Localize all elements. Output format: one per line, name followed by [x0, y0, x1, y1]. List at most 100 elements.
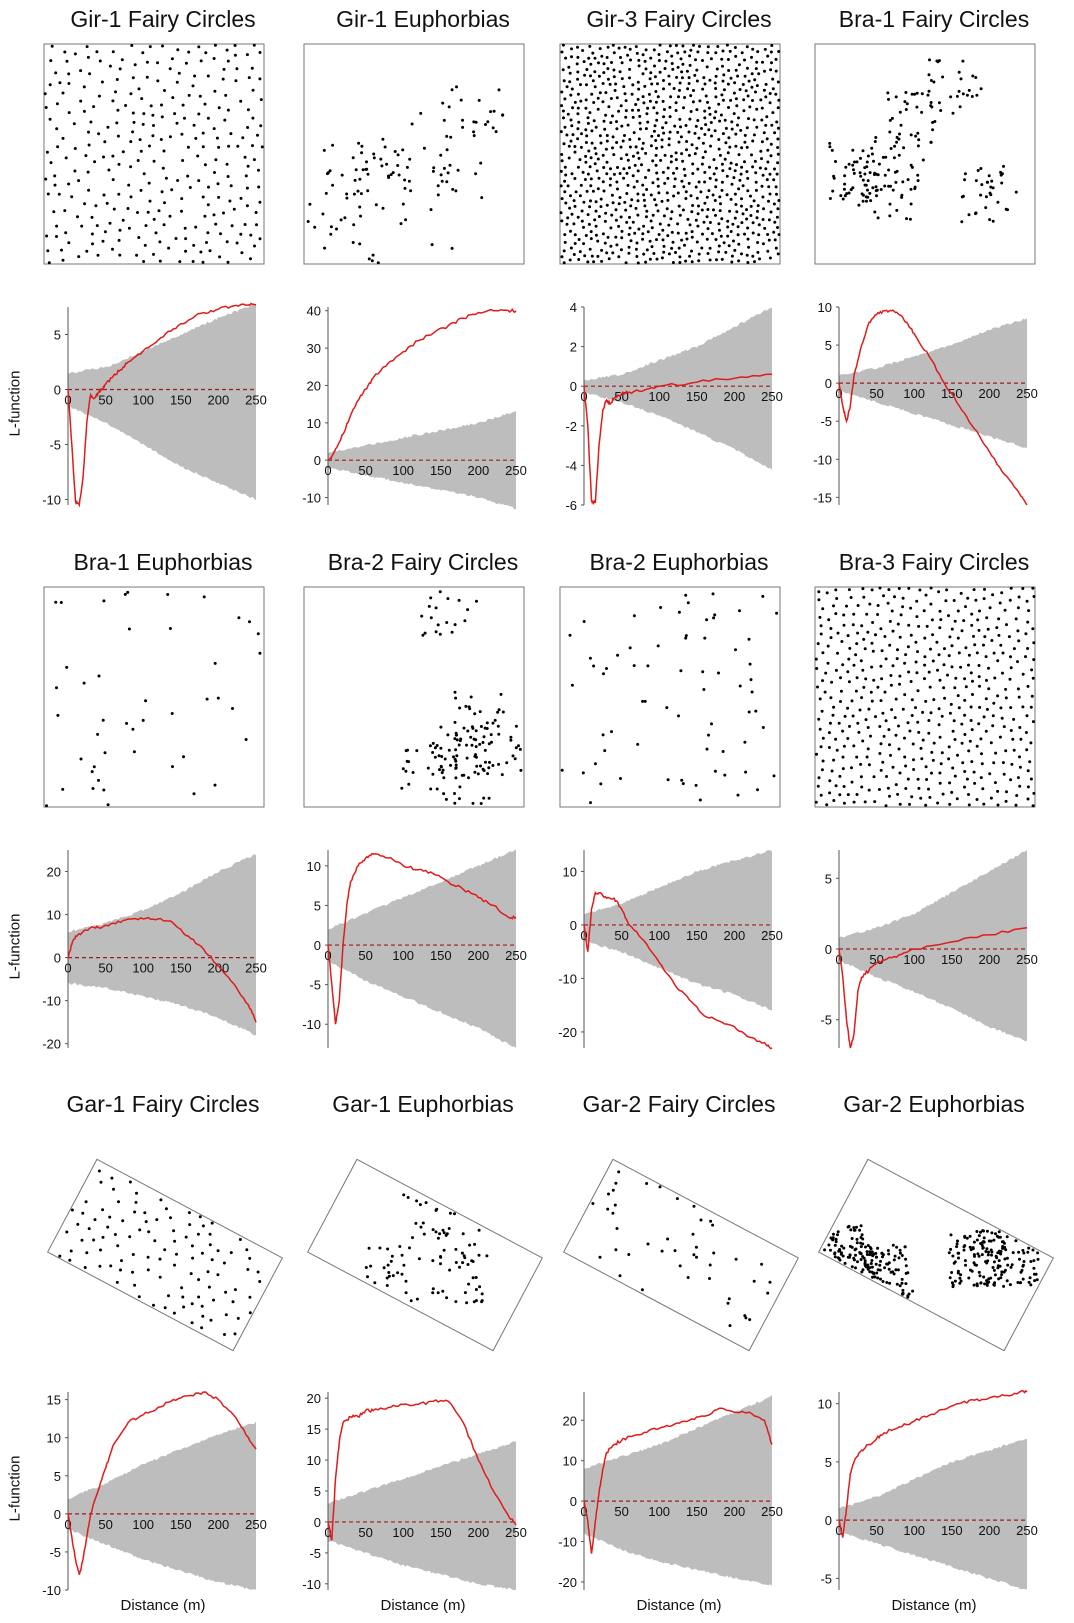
y-tick-label: 5 [314, 1484, 321, 1499]
map-point [854, 653, 858, 657]
map-point [1016, 660, 1019, 664]
y-tick-label: 40 [307, 304, 321, 319]
map-point [644, 67, 648, 71]
map-point [868, 1250, 872, 1254]
map-point [924, 765, 928, 769]
map-point [889, 147, 893, 150]
map-point [103, 751, 107, 755]
map-point [852, 663, 856, 667]
point-map [303, 586, 525, 808]
map-point [366, 1275, 369, 1279]
map-point [876, 216, 880, 220]
map-point [956, 609, 960, 613]
map-point [601, 180, 605, 184]
map-point [439, 1255, 443, 1259]
map-point [861, 1255, 865, 1258]
map-point [935, 640, 939, 644]
map-point [694, 1245, 698, 1249]
map-point [90, 215, 94, 219]
map-point [642, 252, 646, 256]
map-point [615, 180, 619, 184]
map-point [679, 57, 683, 61]
map-point [560, 90, 564, 94]
map-point [570, 47, 573, 51]
map-point [366, 172, 370, 176]
map-point [590, 254, 594, 258]
y-tick-label: 10 [47, 908, 61, 923]
map-point [379, 157, 383, 161]
map-point [736, 233, 740, 237]
map-point [745, 66, 749, 70]
map-point [444, 797, 448, 801]
map-point [972, 588, 976, 592]
x-tick-label: 0 [64, 1517, 71, 1532]
map-point [669, 95, 673, 99]
map-point [83, 1266, 87, 1269]
map-point [705, 215, 709, 219]
map-point [478, 742, 482, 746]
map-point [131, 1270, 134, 1274]
map-point [708, 246, 712, 250]
map-point [408, 157, 412, 161]
map-point [636, 742, 640, 746]
map-point [974, 179, 978, 183]
map-point [229, 1251, 233, 1255]
map-point [1014, 1239, 1018, 1243]
map-point [716, 45, 720, 48]
map-point [989, 741, 993, 745]
map-point [867, 707, 871, 711]
map-point [207, 185, 210, 189]
map-point [672, 185, 676, 188]
map-point [674, 251, 677, 254]
map-point [991, 714, 995, 718]
map-point [1026, 769, 1030, 773]
map-point [938, 678, 942, 682]
map-point [684, 197, 688, 200]
map-point [619, 56, 622, 59]
map-point [904, 764, 908, 768]
map-point [400, 1272, 404, 1276]
map-point [583, 73, 587, 77]
map-point [628, 646, 632, 650]
y-tick-label: 0 [570, 1494, 577, 1509]
y-tick-label: 0 [54, 951, 61, 966]
map-point [251, 144, 254, 148]
map-point [137, 87, 141, 91]
map-point [967, 653, 971, 657]
map-point [950, 665, 954, 669]
map-point [740, 146, 744, 150]
map-point [667, 252, 671, 256]
map-point [908, 802, 911, 806]
map-point [897, 137, 901, 141]
map-point [385, 1284, 389, 1287]
map-point [604, 113, 608, 117]
map-point [745, 145, 749, 149]
map-point [880, 649, 884, 653]
map-point [1024, 731, 1028, 734]
map-point [1005, 1235, 1009, 1239]
map-point [225, 48, 229, 52]
map-point [956, 753, 959, 757]
map-point [519, 768, 523, 772]
map-point [698, 99, 702, 103]
map-point [205, 241, 208, 244]
map-point [956, 694, 960, 698]
map-point [864, 1245, 867, 1249]
map-point [879, 1277, 882, 1281]
map-point [666, 176, 670, 180]
map-point [702, 76, 706, 80]
y-tick-label: 5 [825, 1455, 832, 1470]
map-point [834, 737, 838, 741]
map-point [1024, 655, 1027, 659]
map-point [624, 99, 628, 103]
map-point [724, 250, 728, 254]
map-point [745, 208, 748, 212]
map-point [642, 101, 646, 105]
map-point [256, 632, 260, 636]
simulation-envelope [839, 1439, 1027, 1590]
map-point [917, 138, 921, 142]
map-point [573, 150, 577, 154]
map-point [598, 47, 602, 51]
map-point [705, 65, 709, 69]
map-point [857, 203, 861, 207]
